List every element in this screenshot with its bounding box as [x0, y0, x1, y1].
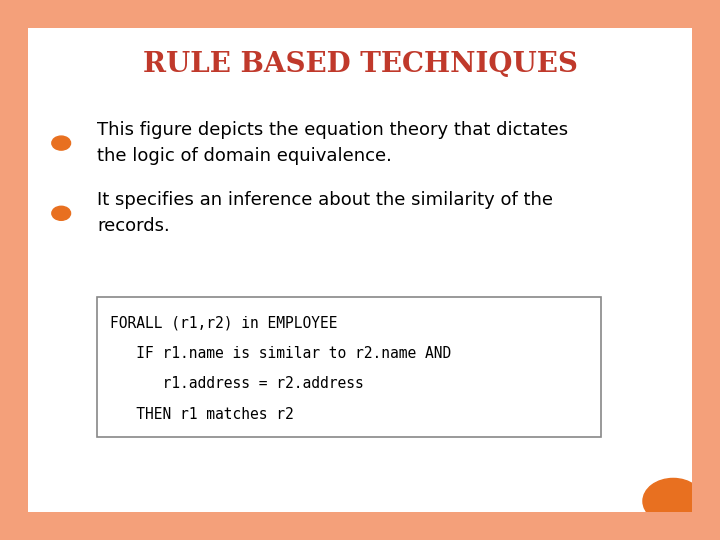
Bar: [692, 0, 720, 540]
Circle shape: [643, 478, 703, 524]
Text: THEN r1 matches r2: THEN r1 matches r2: [110, 407, 294, 422]
Bar: [0, 0, 720, 28]
Text: IF r1.name is similar to r2.name AND: IF r1.name is similar to r2.name AND: [110, 346, 451, 361]
Text: It specifies an inference about the similarity of the
records.: It specifies an inference about the simi…: [97, 192, 553, 235]
Text: RULE BASED TECHNIQUES: RULE BASED TECHNIQUES: [143, 51, 577, 78]
Text: r1.address = r2.address: r1.address = r2.address: [110, 376, 364, 392]
Bar: [0, 512, 720, 540]
Text: FORALL (r1,r2) in EMPLOYEE: FORALL (r1,r2) in EMPLOYEE: [110, 316, 338, 331]
Bar: [97, 297, 601, 437]
Circle shape: [52, 136, 71, 150]
Circle shape: [52, 206, 71, 220]
Bar: [0, 0, 28, 540]
Text: This figure depicts the equation theory that dictates
the logic of domain equiva: This figure depicts the equation theory …: [97, 122, 568, 165]
